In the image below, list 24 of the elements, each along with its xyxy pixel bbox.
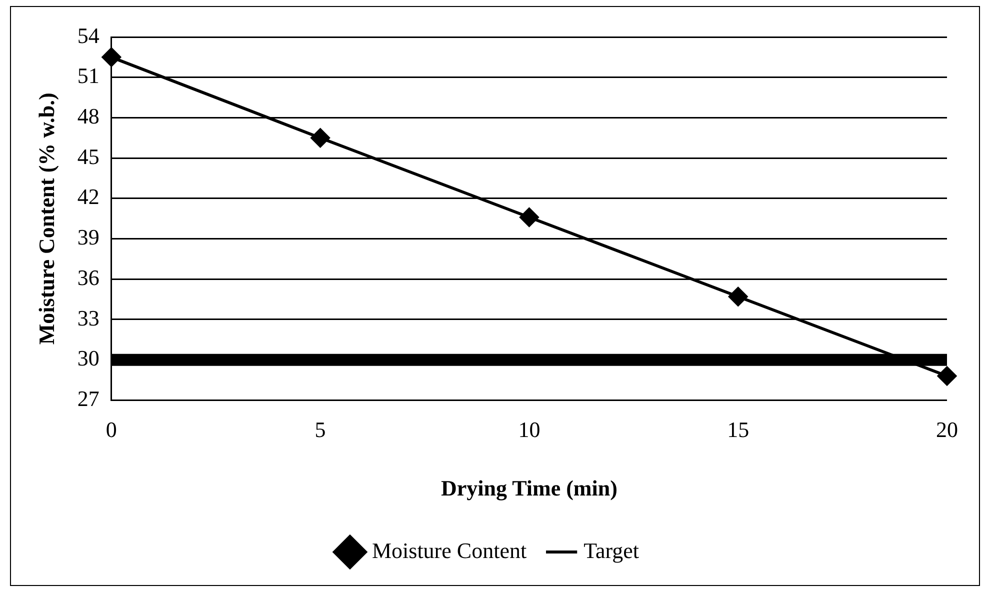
- y-tick-label: 30: [77, 346, 100, 371]
- x-tick-label: 10: [518, 417, 540, 442]
- x-tick-label: 0: [106, 417, 117, 442]
- y-tick-label: 45: [77, 144, 100, 169]
- point: [520, 208, 539, 227]
- y-tick-label: 39: [77, 224, 100, 250]
- x-axis-title: Drying Time (min): [440, 475, 618, 500]
- point: [728, 287, 748, 306]
- x-tick-label: 20: [936, 417, 958, 442]
- legend-label: Target: [584, 538, 640, 563]
- y-axis-title: Moisture Content (% w.b.): [34, 92, 59, 345]
- y-tick-label: 54: [77, 22, 100, 48]
- x-tick-label: 15: [727, 417, 750, 442]
- y-tick-label: 48: [77, 103, 100, 128]
- y-tick-label: 51: [77, 63, 100, 88]
- x-tick-label: 5: [314, 417, 326, 442]
- point: [310, 128, 330, 148]
- y-tick-label: 36: [77, 264, 100, 290]
- legend-label: Moisture Content: [372, 538, 527, 563]
- point: [938, 366, 956, 386]
- y-tick-label: 33: [77, 305, 100, 330]
- point: [102, 48, 121, 67]
- y-tick-label: 42: [77, 184, 100, 210]
- y-tick-label: 27: [77, 386, 100, 411]
